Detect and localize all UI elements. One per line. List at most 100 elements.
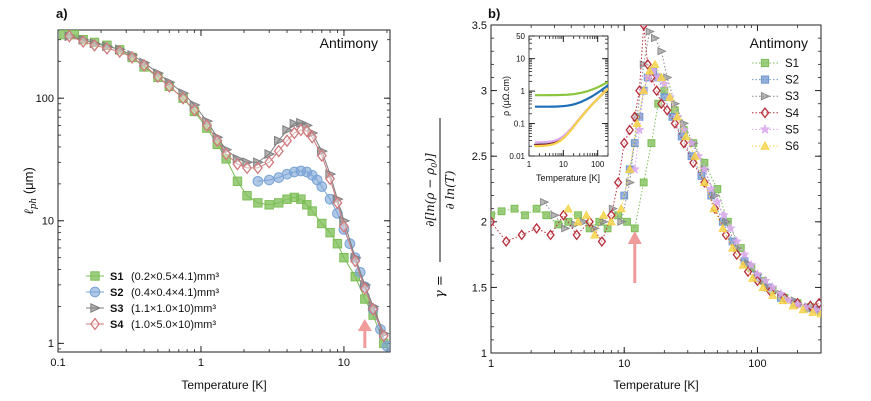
panel-a-point-S3 <box>289 118 301 129</box>
panel-b-point-S3 <box>561 224 571 233</box>
panel-b-point-S4 <box>657 98 666 110</box>
panel-a-point-S4 <box>332 196 343 210</box>
panel-b-line-S2 <box>623 70 820 311</box>
panel-a-point-S4 <box>273 144 284 158</box>
inset-xlabel: Temperature [K] <box>536 173 600 183</box>
panel-b-point-S5 <box>718 209 730 220</box>
panel-a-point-S4 <box>221 147 232 161</box>
inset-curve-S6 <box>533 87 608 148</box>
panel-b-point-S6 <box>758 282 768 291</box>
panel-b-x-tick-label: 1 <box>488 358 494 370</box>
legend-a-name-S2: S2 <box>110 287 123 299</box>
panel-b-point-S6 <box>816 308 821 318</box>
panel-a-point-S4 <box>114 45 125 59</box>
panel-a-point-S4 <box>378 329 389 343</box>
panel-a-point-S4 <box>232 157 243 171</box>
panel-a-point-S4 <box>178 91 189 105</box>
panel-b-point-S4 <box>613 176 623 188</box>
panel-b-point-S5 <box>775 288 787 299</box>
panel-b-point-S6 <box>598 210 609 219</box>
inset-y-tick-label: 1 <box>521 87 526 96</box>
panel-a-point-S2 <box>316 181 328 192</box>
panel-b-point-S5 <box>642 72 653 82</box>
panel-b-point-S6 <box>778 295 788 305</box>
panel-b-point-S4 <box>814 297 821 309</box>
panel-a-point-S2 <box>381 340 390 352</box>
inset-curve-S1 <box>535 80 608 97</box>
panel-a-point-S4 <box>164 79 175 93</box>
panel-b-point-S5 <box>782 295 794 305</box>
panel-b-point-S4 <box>689 157 698 169</box>
inset-ticks: 1 10 100 0.01 0.1 1 10 50 <box>509 32 609 169</box>
panel-a-point-S4 <box>307 130 318 144</box>
panel-b-label: b) <box>488 6 500 21</box>
panel-b-point-S1 <box>532 204 541 213</box>
panel-a-legend: S1 (0.2×0.5×4.1)mm³ S2 (0.4×0.4×4.1)mm³ S3 (1… <box>86 271 219 331</box>
panel-b-title: Antimony <box>750 35 808 51</box>
panel-b-point-S5 <box>634 124 645 135</box>
panel-b-point-S3 <box>645 27 655 36</box>
legend-b-marker-S1 <box>760 58 770 68</box>
inset-curve-S2 <box>535 84 608 108</box>
panel-a-point-S4 <box>316 149 327 163</box>
panel-b-arrow <box>627 231 642 283</box>
panel-b-point-S4 <box>491 216 496 228</box>
panel-a-point-S4 <box>152 70 163 84</box>
panel-b-point-S4 <box>517 229 526 241</box>
panel-a-y-tick-label: 1 <box>48 338 54 350</box>
legend-a-marker-S4 <box>89 317 101 331</box>
panel-a-point-S4 <box>252 161 263 175</box>
legend-a-marker-S3 <box>90 303 102 313</box>
inset-y-tick-label: 0.01 <box>509 152 525 161</box>
panel-a-point-S4 <box>89 38 100 52</box>
panel-a-y-tick-label: 100 <box>36 93 54 105</box>
legend-b-marker-S2 <box>760 75 770 84</box>
panel-b-point-S4 <box>679 137 689 149</box>
panel-b-point-S5 <box>699 163 710 174</box>
panel-b-point-S6 <box>590 230 600 239</box>
panel-b-point-S6 <box>768 290 778 299</box>
legend-b-name-S2: S2 <box>785 75 799 87</box>
panel-a-point-S4 <box>325 172 336 186</box>
panel-b-point-S4 <box>532 222 541 234</box>
panel-b-point-S6 <box>808 307 818 316</box>
panel-a-point-S1 <box>274 198 284 208</box>
panel-a-point-S4 <box>101 41 112 55</box>
panel-a-x-tick-label: 1 <box>198 357 204 369</box>
panel-b: b) Antimony 1 10 100 1 1.5 2 2.5 3 3.5 Temperatu… <box>423 6 822 392</box>
inset-y-tick-label: 10 <box>516 54 525 63</box>
panel-a-point-S1 <box>302 200 312 210</box>
panel-b-point-S3 <box>657 47 667 56</box>
panel-b-x-tick-label: 100 <box>748 358 766 370</box>
panel-a-point-S1 <box>332 239 343 249</box>
panel-b-point-S6 <box>650 59 660 68</box>
panel-b-point-S1 <box>521 211 529 220</box>
panel-b-point-S6 <box>632 118 642 127</box>
panel-a-point-S2 <box>252 175 264 187</box>
panel-a-xlabel: Temperature [K] <box>181 378 266 392</box>
panel-b-point-S1 <box>554 220 563 229</box>
panel-b-point-S6 <box>639 85 649 95</box>
panel-b-point-S5 <box>725 222 736 233</box>
panel-b-point-S4 <box>639 25 648 31</box>
panel-a-x-tick-label: 10 <box>338 357 350 369</box>
panel-b-ylabel: γ = ∂[ln(ρ − ρ0)] ∂ ln(T) <box>423 118 457 298</box>
panel-a-point-S3 <box>282 125 294 135</box>
panel-b-y-tick-label: 3 <box>481 85 487 97</box>
panel-b-point-S6 <box>727 243 738 252</box>
panel-b-point-S5 <box>800 301 811 312</box>
panel-b-point-S3 <box>540 197 550 207</box>
legend-a-desc-S3: (1.1×1.0×10)mm³ <box>131 303 216 315</box>
panel-b-legend: S1 S2 S3 S4 S5 S6 <box>752 58 800 153</box>
panel-b-point-S6 <box>690 151 700 160</box>
panel-a-point-S1 <box>325 227 335 238</box>
panel-b-xlabel: Temperature [K] <box>613 378 698 392</box>
panel-a-point-S4 <box>127 50 138 64</box>
panel-b-point-S3 <box>580 217 590 226</box>
panel-b-point-S6 <box>625 164 635 173</box>
legend-a-desc-S1: (0.2×0.5×4.1)mm³ <box>131 271 219 283</box>
panel-b-point-S4 <box>670 117 680 129</box>
panel-b-point-S5 <box>706 183 717 194</box>
panel-b-point-S3 <box>625 178 636 187</box>
